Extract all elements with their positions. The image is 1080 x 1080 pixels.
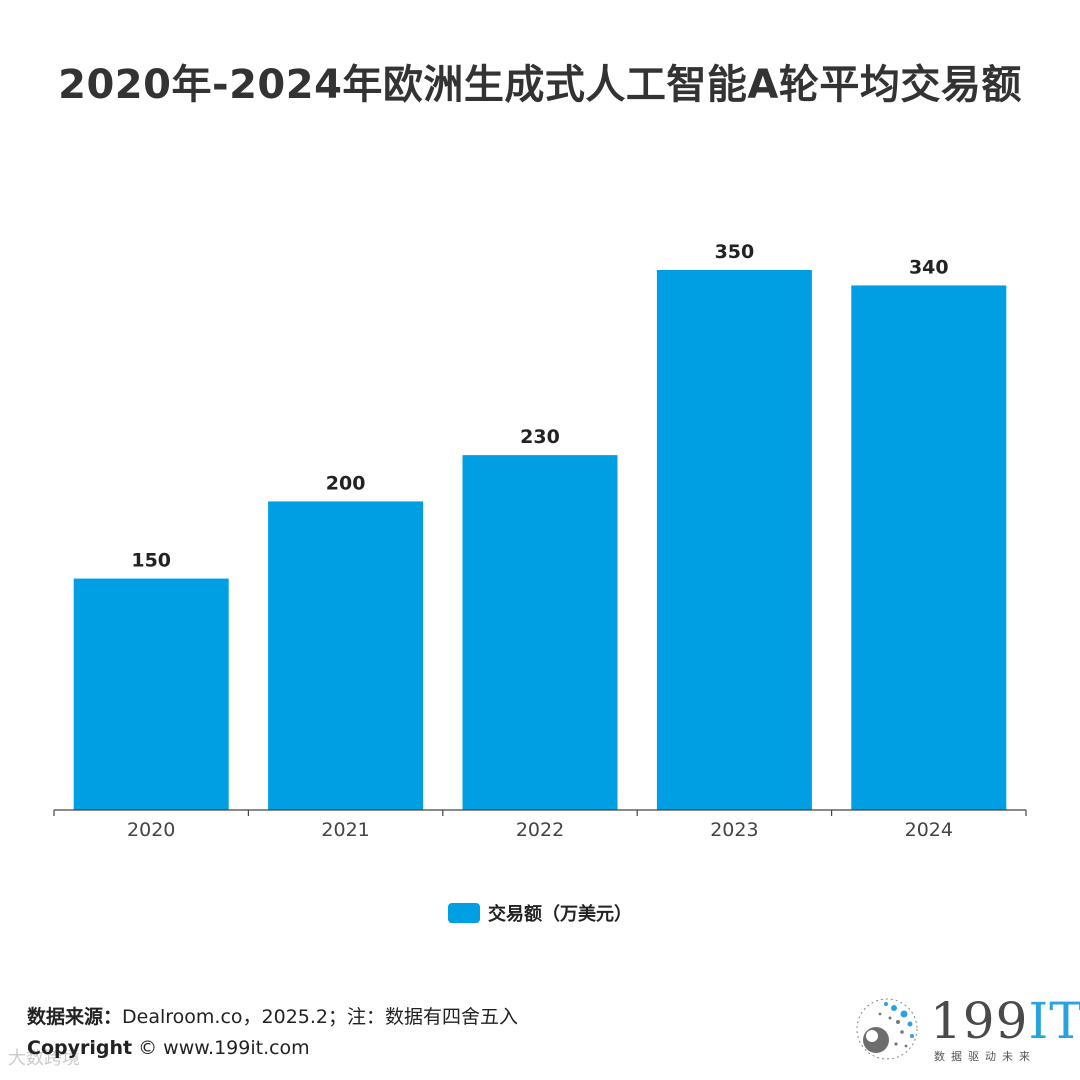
logo-wordmark: 199IT: [930, 992, 1080, 1050]
x-tick-label-2024: 2024: [905, 819, 953, 841]
x-tick-label-2021: 2021: [321, 819, 369, 841]
data-label-2020: 150: [131, 550, 171, 572]
logo-number: 199: [930, 992, 1029, 1050]
source-label: 数据来源：: [27, 1006, 123, 1028]
copyright-label: Copyright: [27, 1037, 133, 1059]
x-tick-label-2020: 2020: [127, 819, 175, 841]
chart-title: 2020年-2024年欧洲生成式人工智能A轮平均交易额: [58, 62, 1022, 108]
logo-dots-icon: [856, 998, 918, 1060]
bar-2022: [462, 455, 618, 810]
legend: 交易额（万美元）: [0, 900, 1080, 926]
logo-it: IT: [1028, 992, 1080, 1050]
data-label-2021: 200: [326, 472, 366, 494]
data-label-2024: 340: [909, 256, 949, 278]
bar-chart: 150 2020 200 2021 230 2022 350 2023 340 2024: [53, 241, 1027, 841]
data-label-2023: 350: [715, 241, 755, 263]
copyright: Copyright © www.199it.com: [27, 1037, 310, 1059]
bar-2021: [268, 501, 424, 810]
logo-199it: 199IT 数据驱动未来: [850, 992, 1080, 1067]
watermark: 大数跨境: [8, 1048, 80, 1069]
data-label-2022: 230: [520, 426, 560, 448]
x-tick-label-2022: 2022: [516, 819, 564, 841]
logo-slogan: 数据驱动未来: [934, 1050, 1036, 1063]
legend-swatch: [448, 903, 480, 923]
legend-label: 交易额（万美元）: [488, 904, 632, 925]
x-tick-label-2023: 2023: [710, 819, 758, 841]
source-text: Dealroom.co，2025.2；注：数据有四舍五入: [122, 1006, 519, 1028]
bar-2020: [73, 578, 229, 810]
copyright-text: © www.199it.com: [138, 1037, 310, 1059]
bar-2024: [851, 285, 1007, 810]
source-note: 数据来源：Dealroom.co，2025.2；注：数据有四舍五入: [27, 1002, 518, 1029]
bar-2023: [656, 270, 812, 810]
